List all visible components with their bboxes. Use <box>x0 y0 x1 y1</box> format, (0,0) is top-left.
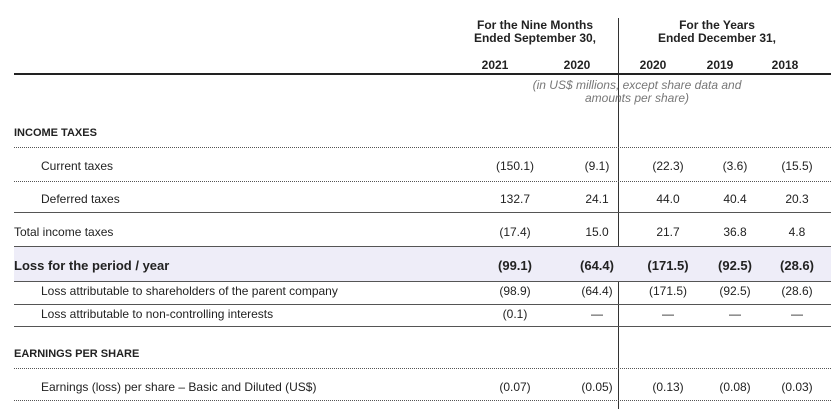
row-label: EARNINGS PER SHARE <box>14 348 140 360</box>
group-heading: Ended December 31, <box>657 31 777 45</box>
cell-value: (150.1) <box>495 159 535 173</box>
cell-value: (92.5) <box>718 258 752 273</box>
cell-value: (64.4) <box>581 284 613 298</box>
cell-value: (9.1) <box>584 159 610 173</box>
cell-value: 44.0 <box>656 192 680 206</box>
row-rule <box>14 212 831 213</box>
cell-value: (0.08) <box>719 380 751 394</box>
year-heading: 2018 <box>771 58 799 72</box>
cell-value: — <box>791 307 803 321</box>
cell-value: (15.5) <box>781 159 813 173</box>
row-label: Earnings (loss) per share – Basic and Di… <box>41 380 317 394</box>
row-rule <box>14 147 831 148</box>
cell-value: — <box>591 307 603 321</box>
cell-value: (0.05) <box>581 380 613 394</box>
cell-value: 40.4 <box>723 192 747 206</box>
year-heading: 2020 <box>563 58 591 72</box>
cell-value: 20.3 <box>785 192 809 206</box>
cell-value: (98.9) <box>499 284 531 298</box>
year-heading: 2021 <box>481 58 509 72</box>
cell-value: (0.03) <box>781 380 813 394</box>
group-heading: Ended September 30, <box>473 31 597 45</box>
row-highlight <box>14 247 831 281</box>
cell-value: 24.1 <box>585 192 609 206</box>
row-label: Total income taxes <box>14 225 114 239</box>
cell-value: 21.7 <box>656 225 680 239</box>
row-label: Loss attributable to shareholders of the… <box>41 284 338 298</box>
row-label: Loss for the period / year <box>14 258 170 273</box>
row-label: Deferred taxes <box>41 192 120 206</box>
cell-value: (28.6) <box>780 258 814 273</box>
year-heading: 2020 <box>639 58 667 72</box>
cell-value: (0.1) <box>502 307 528 321</box>
cell-value: (22.3) <box>652 159 684 173</box>
cell-value: (0.13) <box>652 380 684 394</box>
unit-note: (in US$ millions, except share data and <box>532 78 742 92</box>
row-rule <box>14 304 831 305</box>
row-rule <box>14 400 831 401</box>
group-heading: For the Years <box>679 18 755 32</box>
row-label: Current taxes <box>41 159 114 173</box>
cell-value: (99.1) <box>498 258 532 273</box>
header-rule <box>14 73 831 75</box>
cell-value: (17.4) <box>499 225 531 239</box>
cell-value: 132.7 <box>499 192 531 206</box>
row-rule <box>14 246 831 247</box>
cell-value: (171.5) <box>648 284 688 298</box>
column-divider <box>618 18 619 409</box>
cell-value: 4.8 <box>788 225 806 239</box>
row-rule <box>14 281 831 282</box>
cell-value: (92.5) <box>719 284 751 298</box>
cell-value: — <box>729 307 741 321</box>
cell-value: — <box>662 307 674 321</box>
cell-value: 36.8 <box>723 225 747 239</box>
cell-value: 15.0 <box>585 225 609 239</box>
row-rule <box>14 368 831 369</box>
cell-value: (28.6) <box>781 284 813 298</box>
row-label: Loss attributable to non-controlling int… <box>41 307 274 321</box>
cell-value: (64.4) <box>580 258 614 273</box>
cell-value: (0.07) <box>499 380 531 394</box>
row-label: INCOME TAXES <box>14 127 97 139</box>
unit-note: amounts per share) <box>584 91 690 105</box>
group-heading: For the Nine Months <box>477 18 593 32</box>
cell-value: (3.6) <box>722 159 748 173</box>
year-heading: 2019 <box>706 58 734 72</box>
row-rule <box>14 326 831 327</box>
row-rule <box>14 181 831 182</box>
cell-value: (171.5) <box>647 258 689 273</box>
